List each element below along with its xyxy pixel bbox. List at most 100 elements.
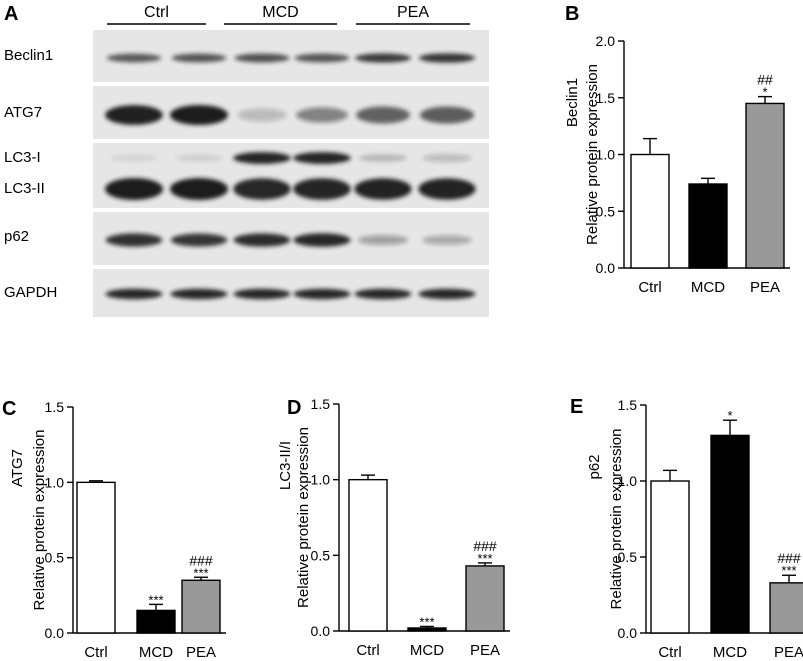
blot-band — [171, 53, 227, 63]
significance-mark: ### — [189, 552, 213, 568]
bar-chart-b: B 0.0 0.5 1.0 1.5 2.0 Relative protein express… — [564, 3, 790, 296]
blot-band — [233, 288, 291, 300]
x-tick-label: Ctrl — [658, 644, 681, 661]
blot-strip-background — [93, 143, 489, 208]
significance-mark: *** — [193, 565, 208, 580]
blot-row-label: GAPDH — [4, 284, 57, 301]
significance-mark: *** — [419, 614, 434, 629]
blot-band — [233, 152, 291, 164]
panel-letter: D — [287, 397, 301, 419]
blot-band — [237, 108, 287, 122]
y-axis-label: Relative protein expression — [31, 430, 48, 611]
blot-band — [296, 107, 348, 123]
blot-band — [105, 105, 163, 125]
x-tick-label: MCD — [713, 644, 747, 661]
blot-strip — [93, 86, 489, 139]
blot-band — [105, 178, 163, 200]
bar — [465, 565, 505, 632]
y-tick-label: 0.0 — [311, 623, 331, 639]
blot-band — [354, 288, 412, 300]
western-blot-panel: A Ctrl MCD PEA Beclin1 ATG7 LC3-I LC3-II p62 GA… — [4, 3, 489, 317]
blot-group-label: MCD — [262, 4, 298, 21]
y-tick-label: 0.5 — [596, 203, 616, 219]
bar — [76, 481, 116, 634]
blot-band — [105, 288, 163, 300]
x-tick-label: PEA — [470, 642, 500, 659]
significance-mark: * — [727, 408, 732, 423]
blot-row-label: Beclin1 — [4, 47, 53, 64]
x-tick-label: Ctrl — [638, 279, 661, 296]
blot-band — [170, 288, 228, 300]
y-tick-label: 0.5 — [45, 550, 65, 566]
x-tick-label: PEA — [186, 644, 216, 661]
blot-strip — [93, 212, 489, 265]
blot-band — [293, 178, 351, 200]
protein-label: ATG7 — [9, 449, 26, 487]
blot-band — [419, 106, 475, 124]
y-axis-label: Relative protein expression — [584, 64, 601, 245]
significance-mark: *** — [477, 551, 492, 566]
y-tick-label: 0.5 — [311, 547, 331, 563]
blot-strip — [93, 269, 489, 317]
significance-mark: * — [762, 85, 767, 100]
blot-band — [422, 235, 472, 245]
x-tick-label: PEA — [774, 644, 803, 661]
blot-band — [170, 178, 228, 200]
blot-row-labels: Beclin1 ATG7 LC3-I LC3-II p62 GAPDH — [4, 47, 57, 301]
bar — [688, 183, 728, 269]
bar — [745, 102, 785, 269]
x-tick-label: MCD — [691, 279, 725, 296]
blot-band — [354, 53, 412, 63]
blot-strips — [93, 30, 489, 317]
bar — [348, 478, 388, 632]
bar-chart-d: D 0.0 0.5 1.0 1.5 Relative protein expression… — [277, 396, 510, 659]
blot-band — [110, 154, 158, 162]
blot-band — [357, 235, 409, 245]
blot-strip — [93, 143, 489, 208]
significance-mark: *** — [148, 592, 163, 607]
y-tick-label: 0.0 — [618, 625, 638, 641]
significance-mark: ### — [473, 538, 497, 554]
blot-band — [418, 178, 476, 200]
y-tick-label: 0.0 — [45, 625, 65, 641]
panel-letter: C — [2, 398, 16, 420]
y-axis-label: Relative protein expression — [295, 427, 312, 608]
y-tick-label: 1.5 — [596, 90, 616, 106]
x-tick-label: MCD — [410, 642, 444, 659]
panel-letter: E — [570, 396, 583, 418]
blot-band — [170, 233, 228, 247]
blot-group-label: Ctrl — [144, 4, 169, 21]
blot-band — [418, 53, 476, 63]
blot-row-label: LC3-I — [4, 149, 41, 166]
y-tick-label: 1.0 — [45, 474, 65, 490]
blot-band — [354, 178, 412, 200]
bar — [630, 153, 670, 269]
bar — [181, 579, 221, 634]
blot-band — [293, 288, 351, 300]
blot-band — [105, 233, 163, 247]
bar — [136, 609, 176, 634]
y-tick-label: 1.0 — [618, 473, 638, 489]
x-tick-label: Ctrl — [84, 644, 107, 661]
bar — [710, 434, 750, 634]
blot-row-label: p62 — [4, 228, 29, 245]
significance-mark: ### — [777, 550, 801, 566]
x-tick-label: MCD — [139, 644, 173, 661]
protein-label: LC3-II/I — [277, 441, 294, 490]
bar — [769, 582, 803, 634]
y-tick-label: 1.0 — [596, 147, 616, 163]
blot-band — [170, 105, 228, 125]
y-tick-label: 0.5 — [618, 549, 638, 565]
blot-band — [234, 53, 290, 63]
blot-band — [358, 154, 408, 162]
protein-label: Beclin1 — [564, 78, 581, 127]
x-tick-label: PEA — [750, 279, 780, 296]
blot-band — [293, 152, 351, 164]
blot-band — [356, 106, 410, 124]
blot-band — [175, 154, 223, 162]
blot-band — [294, 53, 350, 63]
blot-strip — [93, 30, 489, 82]
panel-letter: B — [565, 3, 579, 25]
blot-band — [233, 233, 291, 247]
bar-chart-c: C 0.0 0.5 1.0 1.5 Relative protein expression… — [2, 398, 226, 661]
